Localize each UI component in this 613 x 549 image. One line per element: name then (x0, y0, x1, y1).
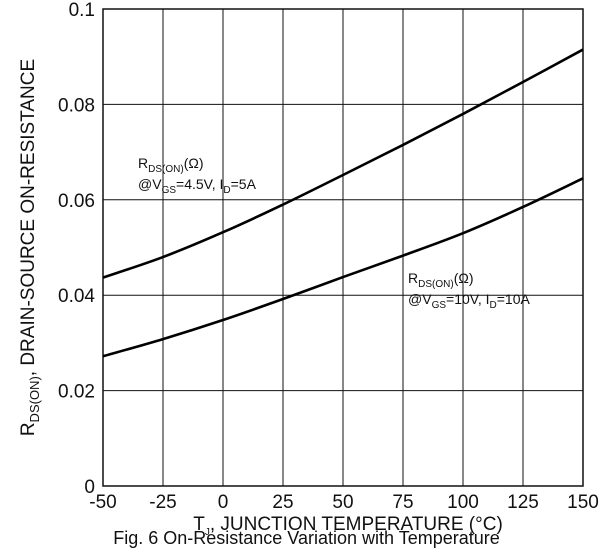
y-axis-title: RDS(ON), DRAIN-SOURCE ON-RESISTANCE (18, 59, 42, 436)
y-tick-label: 0 (84, 477, 95, 498)
plot-frame (102, 8, 584, 487)
x-tick-label: -50 (89, 492, 116, 513)
x-tick-label: 0 (218, 492, 229, 513)
x-tick-label: 100 (447, 492, 479, 513)
series-label-line: RDS(ON)(Ω) (138, 155, 203, 175)
x-tick-label: 150 (567, 492, 599, 513)
y-tick-label: 0.08 (58, 95, 95, 116)
series-line-1 (102, 48, 584, 279)
series-label-line: @VGS=4.5V, ID=5A (138, 176, 257, 196)
x-tick-label: 125 (507, 492, 539, 513)
series-label-1: RDS(ON)(Ω)@VGS=4.5V, ID=5A (138, 155, 257, 196)
x-tick-label: 75 (392, 492, 413, 513)
y-tick-label: 0.02 (58, 382, 95, 403)
x-axis-title: TJ, JUNCTION TEMPERATURE (°C) (193, 514, 503, 538)
y-tick-labels: 0 0.02 0.04 0.06 0.08 0.1 (58, 0, 95, 498)
y-tick-label: 0.04 (58, 286, 95, 307)
series-label-2: RDS(ON)(Ω)@VGS=10V, ID=10A (408, 270, 530, 311)
x-tick-label: 25 (272, 492, 293, 513)
series-label-line: RDS(ON)(Ω) (408, 270, 473, 290)
grid (102, 8, 584, 487)
series-labels: RDS(ON)(Ω)@VGS=4.5V, ID=5ARDS(ON)(Ω)@VGS… (138, 155, 530, 311)
series-lines (102, 48, 584, 358)
series-line-2 (102, 177, 584, 358)
x-tick-labels: -50 -25 0 25 50 75 100 125 150 (89, 492, 599, 513)
x-tick-label: 50 (332, 492, 353, 513)
y-tick-label: 0.1 (69, 0, 95, 21)
figure-caption: Fig. 6 On-Resistance Variation with Temp… (113, 528, 500, 548)
y-tick-label: 0.06 (58, 191, 95, 212)
series-label-line: @VGS=10V, ID=10A (408, 291, 530, 311)
x-tick-label: -25 (149, 492, 176, 513)
